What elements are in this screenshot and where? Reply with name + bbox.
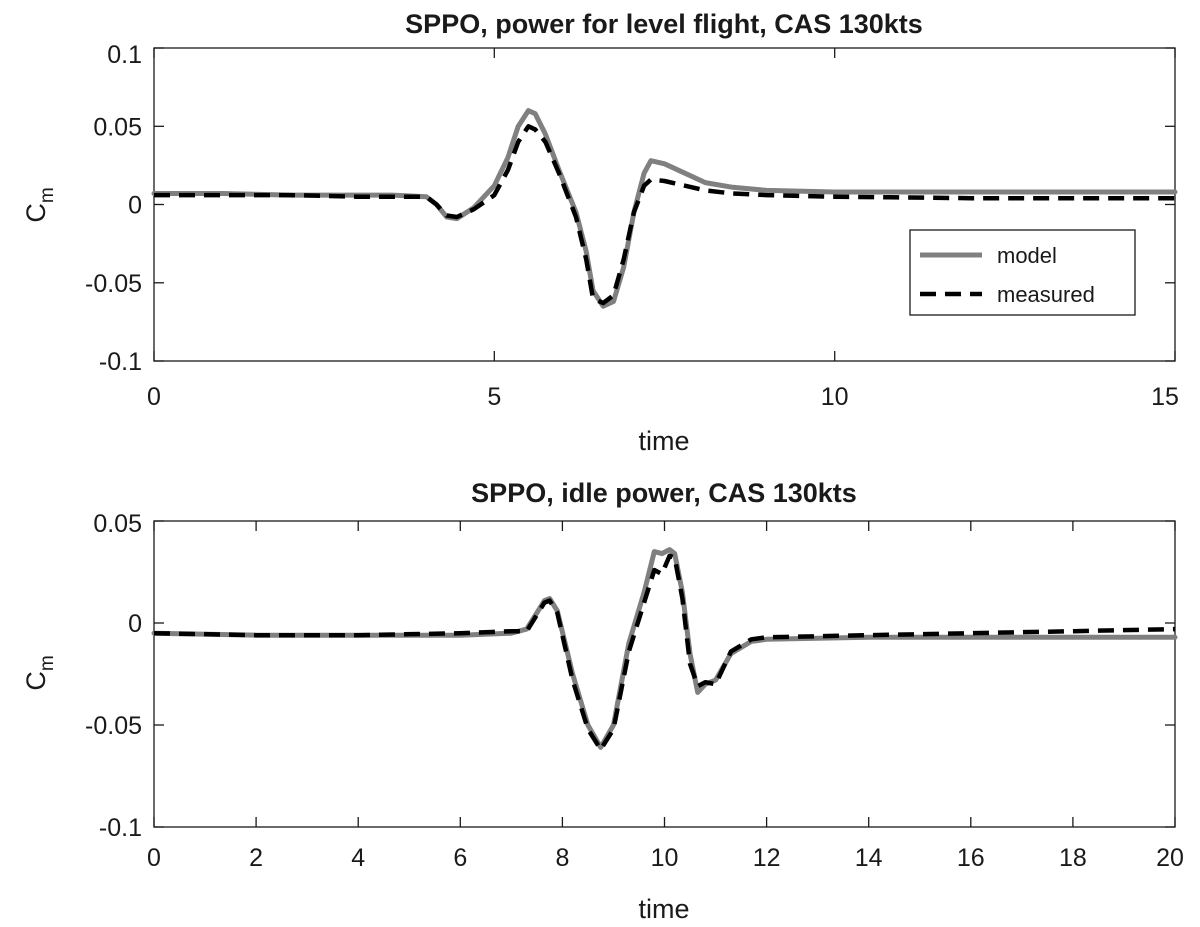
chart-bottom-ylabel-sub: m [37, 655, 58, 671]
chart-bottom-xticks: 0 2 4 6 8 10 12 14 16 18 20 [147, 521, 1184, 872]
chart-bottom-xtick-label: 14 [855, 844, 883, 872]
chart-bottom-xtick-label: 10 [651, 844, 679, 872]
chart-top-ytick: -0.05 [85, 270, 1175, 298]
chart-top-ytick: 0.05 [93, 113, 1175, 141]
chart-bottom-xtick: 20 [1156, 521, 1184, 872]
chart-bottom-xtick: 2 [249, 521, 263, 872]
chart-bottom-xtick: 18 [1059, 521, 1087, 872]
chart-bottom-plot-area [153, 520, 1176, 828]
chart-top-xtick-label: 10 [821, 383, 849, 411]
chart-bottom-ytick: 0 [128, 610, 1175, 638]
chart-top-xtick: 0 [147, 48, 161, 411]
chart-top-xtick-label: 5 [487, 383, 501, 411]
chart-top-xlabel: time [638, 426, 689, 456]
chart-top-ytick: -0.1 [99, 348, 1175, 376]
chart-top-ytick-label: -0.05 [85, 270, 142, 298]
chart-bottom-xtick-label: 18 [1059, 844, 1087, 872]
chart-bottom-ylabel: Cm [21, 655, 58, 690]
chart-bottom-series-measured [153, 553, 1176, 752]
chart-bottom-xtick: 6 [453, 521, 467, 872]
chart-bottom-ytick: -0.05 [85, 712, 1175, 740]
chart-bottom-xtick-label: 16 [957, 844, 985, 872]
chart-top-xtick-label: 0 [147, 383, 161, 411]
chart-top-ylabel-sub: m [37, 187, 58, 203]
chart-bottom-ytick: 0.05 [93, 510, 1175, 538]
chart-top-xtick: 10 [821, 48, 849, 411]
chart-bottom-xtick: 12 [753, 521, 781, 872]
chart-bottom-title: SPPO, idle power, CAS 130kts [471, 478, 857, 508]
chart-top-xtick-label: 15 [1151, 383, 1179, 411]
chart-bottom-xtick-label: 4 [351, 844, 365, 872]
chart-top-ylabel-main: C [21, 203, 51, 223]
chart-bottom-xtick-label: 8 [555, 844, 569, 872]
chart-bottom-xtick-label: 2 [249, 844, 263, 872]
chart-bottom-ytick-label: 0.05 [93, 510, 142, 538]
chart-bottom-xtick: 0 [147, 521, 161, 872]
chart-bottom-xtick: 10 [651, 521, 679, 872]
chart-bottom-ylabel-main: C [21, 671, 51, 691]
chart-bottom-xtick-label: 20 [1156, 844, 1184, 872]
chart-bottom-xtick-label: 0 [147, 844, 161, 872]
chart-top-xtick: 15 [1151, 48, 1179, 411]
chart-top-ylabel: Cm [21, 187, 58, 222]
chart-bottom: SPPO, idle power, CAS 130kts 0 2 4 6 8 1… [21, 478, 1184, 924]
chart-bottom-xtick: 8 [555, 521, 569, 872]
chart-bottom-xtick: 14 [855, 521, 883, 872]
chart-bottom-xtick-label: 12 [753, 844, 781, 872]
legend-label-model: model [997, 243, 1057, 268]
chart-bottom-xtick: 16 [957, 521, 985, 872]
chart-bottom-xtick-label: 6 [453, 844, 467, 872]
chart-bottom-yticks: -0.1 -0.05 0 0.05 [85, 510, 1175, 842]
legend-label-measured: measured [997, 282, 1095, 307]
chart-bottom-ytick-label: -0.1 [99, 814, 142, 842]
chart-bottom-xlabel: time [638, 894, 689, 924]
chart-top-ytick: 0.1 [107, 41, 1175, 69]
chart-top-series-measured [154, 124, 1175, 306]
chart-bottom-ytick-label: 0 [128, 610, 142, 638]
chart-top-ytick-label: 0.1 [107, 41, 142, 69]
chart-bottom-xtick: 4 [351, 521, 365, 872]
chart-top-yticks: -0.1 -0.05 0 0.05 0.1 [85, 41, 1175, 376]
chart-top-ytick-label: -0.1 [99, 348, 142, 376]
chart-top-ytick-label: 0 [128, 192, 142, 220]
chart-top-title: SPPO, power for level flight, CAS 130kts [405, 9, 923, 39]
chart-bottom-ytick-label: -0.05 [85, 712, 142, 740]
chart-top-ytick: 0 [128, 192, 1175, 220]
chart-bottom-ytick: -0.1 [99, 814, 1175, 842]
chart-top-xtick: 5 [487, 48, 501, 411]
chart-top: SPPO, power for level flight, CAS 130kts… [21, 9, 1179, 456]
chart-top-ytick-label: 0.05 [93, 113, 142, 141]
chart-top-xticks: 0 5 10 15 [147, 48, 1179, 411]
chart-top-legend: model measured [909, 229, 1136, 316]
legend-box [909, 229, 1136, 316]
